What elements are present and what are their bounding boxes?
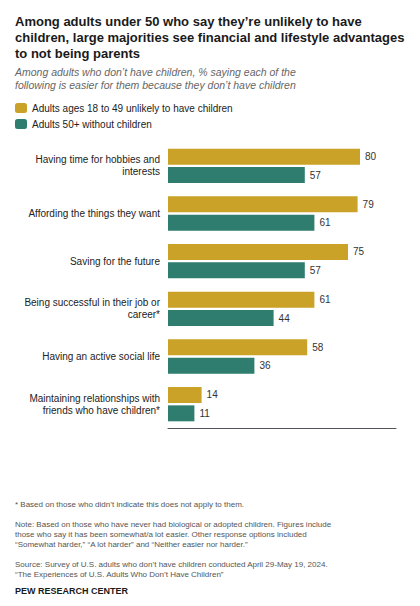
svg-text:to not being parents: to not being parents [15,46,140,61]
svg-text:“Somewhat harder,” “A lot hard: “Somewhat harder,” “A lot harder” and “N… [15,540,248,549]
svg-text:Among adults under 50 who say: Among adults under 50 who say they’re un… [15,14,365,29]
svg-text:58: 58 [312,342,324,353]
svg-text:61: 61 [319,294,331,305]
svg-text:Adults 50+ without children: Adults 50+ without children [32,119,152,130]
svg-text:36: 36 [259,360,271,371]
svg-text:Adults ages 18 to 49 unlikely: Adults ages 18 to 49 unlikely to have ch… [32,103,233,114]
svg-text:PEW RESEARCH CENTER: PEW RESEARCH CENTER [15,586,129,596]
svg-text:Affording the things they want: Affording the things they want [28,208,160,219]
svg-text:Source: Survey of U.S. adults: Source: Survey of U.S. adults who don’t … [15,560,328,569]
svg-text:Being successful in their job: Being successful in their job or [24,297,160,308]
svg-text:Saving for the future: Saving for the future [70,256,160,267]
svg-text:75: 75 [353,246,365,257]
svg-text:those who say it has been some: those who say it has been somewhat/a lot… [15,530,307,539]
svg-text:interests: interests [122,166,160,177]
svg-text:80: 80 [365,151,377,162]
svg-text:following is easier for them b: following is easier for them because the… [15,79,296,91]
svg-text:Note: Based on those who have: Note: Based on those who have never had … [15,520,332,529]
svg-text:Having an active social life: Having an active social life [42,351,160,362]
svg-text:44: 44 [279,313,291,324]
svg-text:“The Experiences of U.S. Adult: “The Experiences of U.S. Adults Who Don’… [15,570,224,579]
svg-text:Among adults who don’t have ch: Among adults who don’t have children, % … [14,66,299,78]
svg-text:* Based on those who didn’t in: * Based on those who didn’t indicate thi… [15,500,244,509]
svg-text:Maintaining relationships with: Maintaining relationships with [29,393,160,404]
svg-text:children, large majorities see: children, large majorities see financial… [15,30,408,45]
svg-text:11: 11 [199,408,210,419]
svg-text:57: 57 [310,170,322,181]
svg-text:Having time for hobbies and: Having time for hobbies and [35,154,160,165]
svg-text:14: 14 [207,389,219,400]
svg-text:57: 57 [310,265,322,276]
svg-text:79: 79 [363,199,375,210]
svg-text:friends who have children*: friends who have children* [43,405,160,416]
svg-text:career*: career* [128,309,160,320]
svg-text:61: 61 [319,217,331,228]
